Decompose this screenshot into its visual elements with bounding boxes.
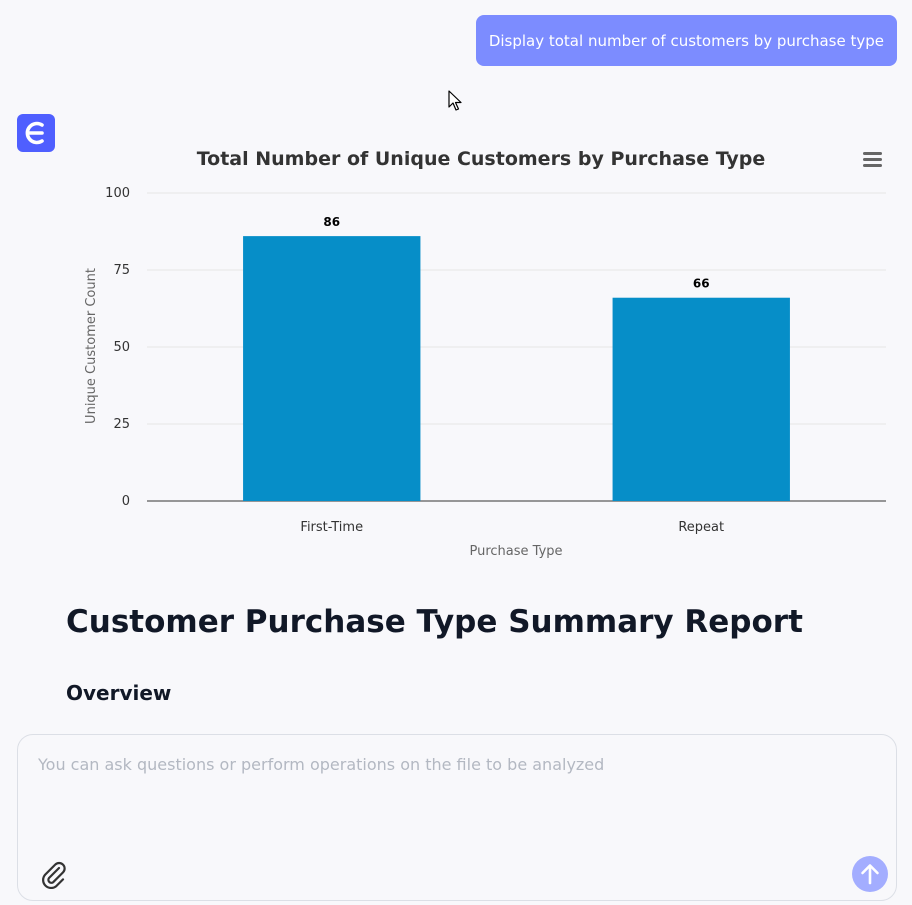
assistant-avatar <box>17 114 55 152</box>
y-tick-label: 100 <box>105 186 130 201</box>
hamburger-menu-icon <box>863 152 882 155</box>
y-axis-title: Unique Customer Count <box>84 268 99 424</box>
paperclip-icon <box>42 861 66 890</box>
x-axis-title: Purchase Type <box>469 544 562 559</box>
x-tick-label: Repeat <box>678 520 724 535</box>
bar-repeat[interactable] <box>612 297 790 501</box>
bar-value-label: 86 <box>323 215 340 229</box>
user-message-bubble: Display total number of customers by pur… <box>475 15 897 66</box>
x-tick-label: First-Time <box>300 520 363 535</box>
arrow-up-icon <box>861 864 879 885</box>
y-tick-label: 50 <box>113 340 130 355</box>
y-tick-label: 0 <box>122 494 130 509</box>
bar-value-label: 66 <box>693 277 710 291</box>
attach-file-button[interactable] <box>38 859 68 890</box>
y-tick-label: 25 <box>113 417 130 432</box>
report-section-heading: Overview <box>66 681 172 705</box>
user-message-text: Display total number of customers by pur… <box>488 31 884 50</box>
bar-chart: 0 25 50 75 100 86 First-Time 66 Repeat Total Num… <box>84 148 886 559</box>
send-button[interactable] <box>852 856 888 892</box>
message-input[interactable] <box>38 755 858 835</box>
chart-menu-button[interactable] <box>862 150 882 168</box>
mouse-cursor-icon <box>448 90 462 111</box>
message-composer <box>17 734 897 901</box>
chart-title: Total Number of Unique Customers by Purc… <box>197 148 766 170</box>
report-title: Customer Purchase Type Summary Report <box>66 604 803 640</box>
bar-first-time[interactable] <box>243 236 421 501</box>
app-logo-icon <box>25 121 44 145</box>
y-tick-label: 75 <box>113 263 130 278</box>
